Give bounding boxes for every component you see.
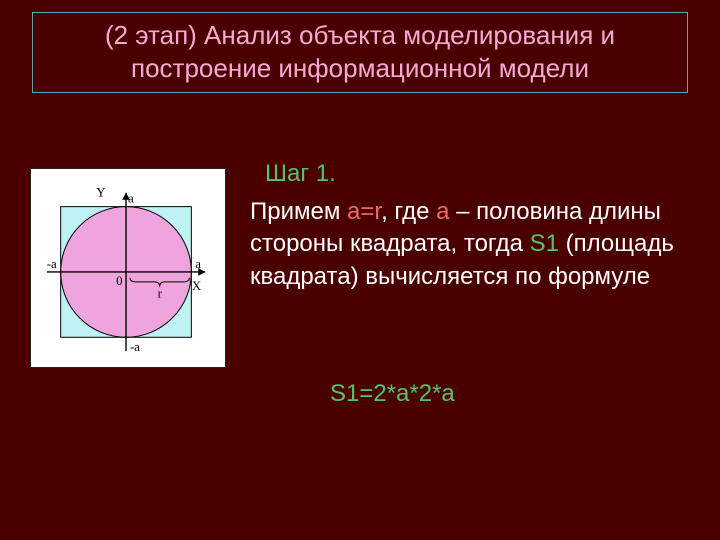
svg-text:Y: Y bbox=[96, 186, 105, 200]
svg-text:-a: -a bbox=[130, 340, 140, 354]
slide-title: (2 этап) Анализ объекта моделирования и … bbox=[53, 19, 667, 84]
svg-text:0: 0 bbox=[116, 274, 122, 288]
step-label: Шаг 1. bbox=[265, 160, 336, 188]
slide-title-box: (2 этап) Анализ объекта моделирования и … bbox=[32, 12, 688, 93]
svg-text:-a: -a bbox=[47, 257, 57, 271]
diagram-svg: Y Xa a -a -a 0 r bbox=[31, 169, 225, 367]
body-p1: Примем bbox=[250, 198, 347, 225]
body-a-eq-r: a=r bbox=[347, 198, 381, 225]
formula: S1=2*a*2*a bbox=[330, 380, 455, 408]
body-s1: S1 bbox=[530, 230, 559, 257]
slide: (2 этап) Анализ объекта моделирования и … bbox=[0, 0, 720, 540]
svg-text:a: a bbox=[128, 192, 134, 206]
body-p2: , где bbox=[381, 198, 436, 225]
svg-text:r: r bbox=[158, 287, 163, 301]
svg-text:X: X bbox=[192, 279, 202, 293]
body-a: a bbox=[436, 198, 449, 225]
svg-text:a: a bbox=[195, 257, 201, 271]
diagram-figure: Y Xa a -a -a 0 r bbox=[30, 168, 226, 368]
body-text: Примем a=r, где a – половина длины сторо… bbox=[250, 196, 696, 293]
